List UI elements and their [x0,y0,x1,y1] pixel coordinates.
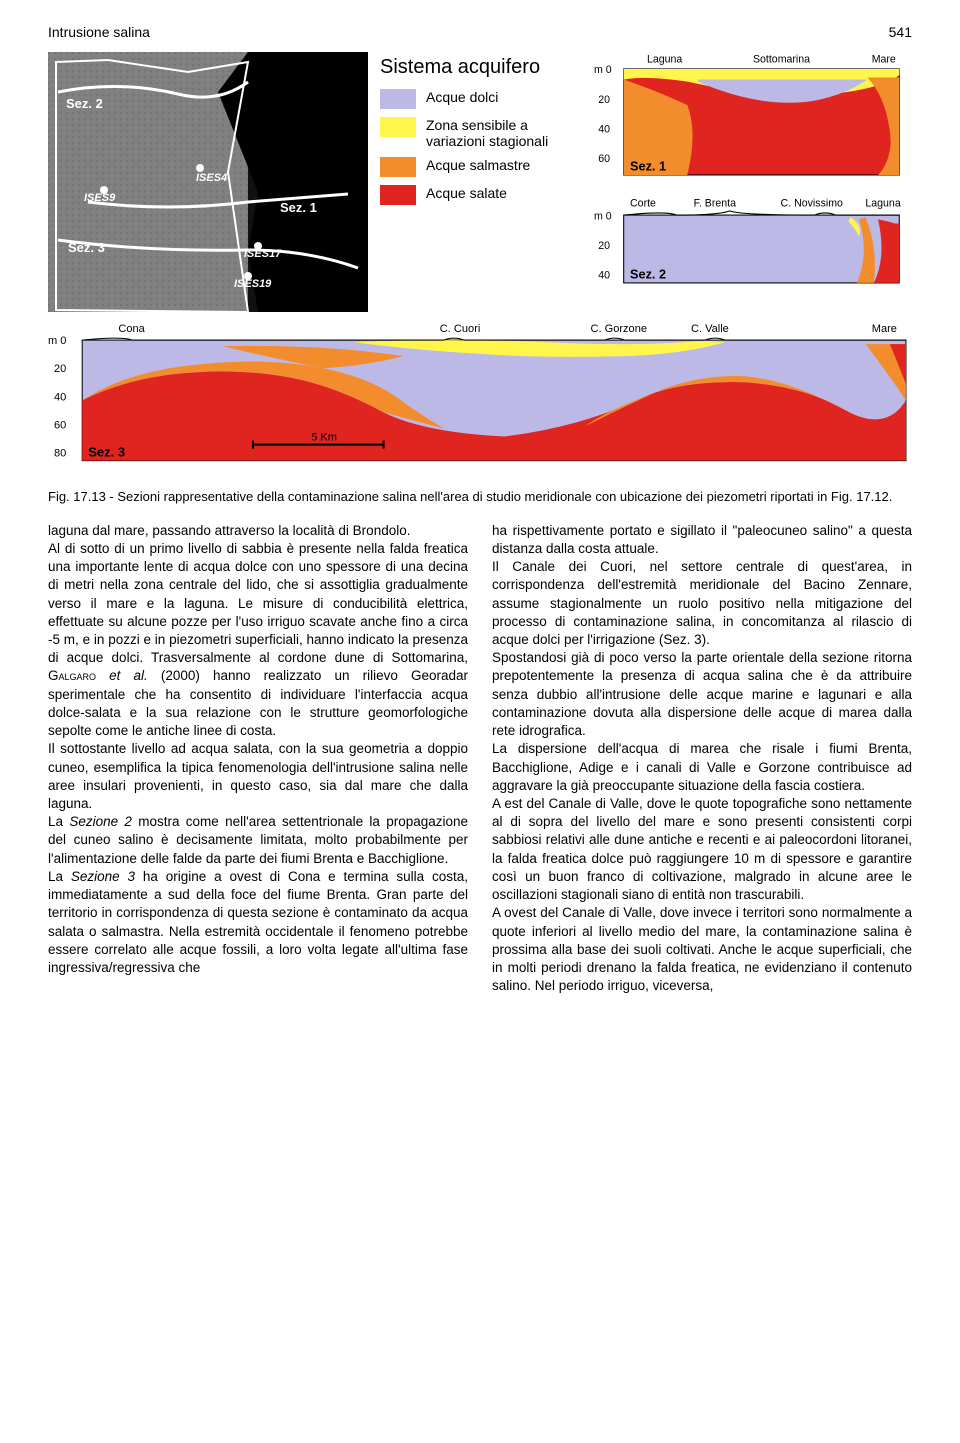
section-sez2: Corte F. Brenta C. Novissimo Laguna m 0 … [594,196,912,302]
svg-text:Cona: Cona [118,323,145,335]
map-label: Sez. 3 [68,240,105,255]
svg-text:5 Km: 5 Km [311,432,337,444]
swatch-icon [380,157,416,177]
location-map: Sez. 2 ISES9 ISES4 Sez. 1 Sez. 3 ISES17 … [48,52,368,312]
svg-text:Corte: Corte [630,197,656,209]
svg-text:m 0: m 0 [594,64,612,76]
map-label: Sez. 1 [280,200,317,215]
legend-label: Zona sensibile a variazioni stagionali [426,117,586,149]
legend-item: Acque dolci [380,89,586,109]
svg-text:20: 20 [598,94,610,106]
legend-label: Acque dolci [426,89,498,105]
page-header: Intrusione salina 541 [48,24,912,40]
map-label: ISES9 [84,192,115,204]
figure-caption: Fig. 17.13 - Sezioni rappresentative del… [48,489,912,504]
column-right: ha rispettivamente portato e sigillato i… [492,522,912,996]
legend-label: Acque salate [426,185,507,201]
legend-item: Zona sensibile a variazioni stagionali [380,117,586,149]
section-sez1: Laguna Sottomarina Mare m 0 20 40 60 Sez… [594,52,912,190]
figure-17-13: Sez. 2 ISES9 ISES4 Sez. 1 Sez. 3 ISES17 … [48,52,912,504]
map-label: ISES19 [234,278,271,290]
svg-text:Laguna: Laguna [865,197,900,209]
swatch-icon [380,117,416,137]
legend-label: Acque salmastre [426,157,530,173]
map-label: Sez. 2 [66,96,103,111]
svg-text:80: 80 [54,448,66,460]
svg-text:60: 60 [54,419,66,431]
svg-text:m 0: m 0 [48,335,66,347]
svg-text:Sez. 2: Sez. 2 [630,266,666,281]
svg-text:Sottomarina: Sottomarina [753,54,810,66]
svg-text:40: 40 [598,124,610,136]
running-head-left: Intrusione salina [48,24,150,40]
svg-text:Mare: Mare [872,54,896,66]
legend-title: Sistema acquifero [380,56,586,79]
svg-text:C. Novissimo: C. Novissimo [781,197,844,209]
svg-text:20: 20 [54,363,66,375]
svg-text:Laguna: Laguna [647,54,682,66]
svg-text:m 0: m 0 [594,210,612,222]
map-label: ISES17 [244,248,281,260]
svg-text:Mare: Mare [872,323,897,335]
swatch-icon [380,89,416,109]
svg-text:40: 40 [598,269,610,281]
svg-text:C. Cuori: C. Cuori [440,323,481,335]
map-label: ISES4 [196,172,227,184]
page-number: 541 [889,24,912,40]
legend: Sistema acquifero Acque dolci Zona sensi… [376,52,586,312]
legend-item: Acque salate [380,185,586,205]
svg-text:C. Gorzone: C. Gorzone [591,323,648,335]
section-sez3: Cona C. Cuori C. Gorzone C. Valle Mare m… [48,320,912,481]
svg-text:C. Valle: C. Valle [691,323,729,335]
body-text: laguna dal mare, passando attraverso la … [48,522,912,996]
svg-text:60: 60 [598,153,610,165]
column-left: laguna dal mare, passando attraverso la … [48,522,468,996]
svg-text:Sez. 1: Sez. 1 [630,159,666,174]
svg-text:40: 40 [54,391,66,403]
svg-text:Sez. 3: Sez. 3 [88,445,125,460]
legend-item: Acque salmastre [380,157,586,177]
swatch-icon [380,185,416,205]
svg-text:F. Brenta: F. Brenta [694,197,737,209]
svg-text:20: 20 [598,240,610,252]
